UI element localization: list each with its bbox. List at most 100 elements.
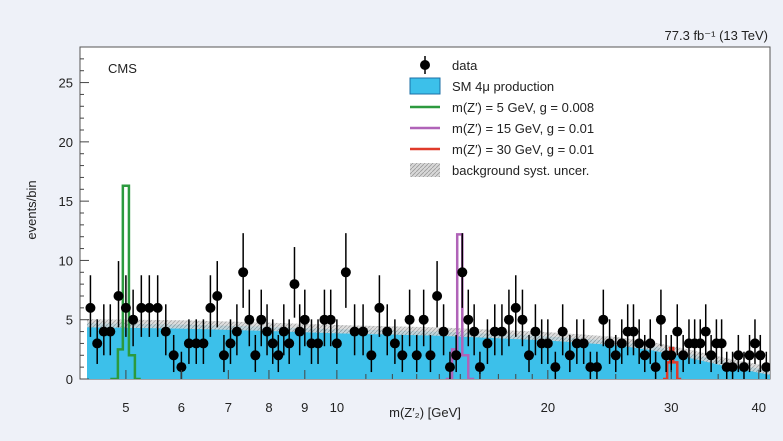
legend-label: data [452,58,478,73]
data-point [571,338,582,349]
y-tick-label: 10 [59,253,73,268]
data-point [474,362,485,373]
data-point [451,350,462,361]
data-point [496,326,507,337]
data-point [716,338,727,349]
data-point [273,350,284,361]
data-point [176,362,187,373]
data-point [267,338,278,349]
data-point [250,350,261,361]
data-point [695,338,706,349]
plot-layer [85,184,770,379]
data-point [382,326,393,337]
data-point [645,338,656,349]
data-point [205,302,216,313]
y-tick-label: 25 [59,76,73,91]
data-point [136,302,147,313]
legend-label: m(Z′) = 15 GeV, g = 0.01 [452,121,594,136]
data-point [432,291,443,301]
y-tick-label: 0 [66,372,73,387]
data-point [168,350,179,361]
legend-hatch-swatch [410,163,440,177]
data-point [92,338,103,349]
data-point [672,326,683,337]
data-point [444,362,455,373]
data-point [374,302,385,313]
data-point [231,326,242,337]
data-point [503,314,514,325]
data-point [598,314,609,325]
data-point [628,326,639,337]
data-point [634,338,645,349]
x-tick-label: 10 [330,400,344,415]
data-point [144,302,155,313]
x-tick-label: 6 [178,400,185,415]
data-point [262,326,273,337]
data-point [517,314,528,325]
data-point [727,362,738,373]
data-point [744,350,755,361]
data-point [438,326,449,337]
x-tick-label: 20 [541,400,555,415]
data-point [160,326,171,337]
data-point [113,291,124,301]
data-point [191,338,202,349]
data-point [425,350,436,361]
data-point [325,314,336,325]
data-point [749,338,760,349]
signal-line-0 [110,184,141,379]
data-point [733,350,744,361]
legend-label: m(Z′) = 5 GeV, g = 0.008 [452,100,594,115]
data-point [591,362,602,373]
x-tick-label: 9 [301,400,308,415]
y-tick-label: 20 [59,135,73,150]
data-point [761,362,770,373]
data-point [639,350,650,361]
data-point [557,326,568,337]
data-point [616,338,627,349]
data-point [299,314,310,325]
data-point [120,302,131,313]
x-axis-label: m(Z′₂) [GeV] [389,405,461,420]
y-tick-label: 5 [66,313,73,328]
axes-layer: 0 5 10 15 20 25 5 6 7 8 9 10 20 30 40 [59,58,766,415]
data-point [666,350,677,361]
data-point [349,326,360,337]
y-tick-label: 15 [59,194,73,209]
data-point [183,338,194,349]
y-axis-label: events/bin [24,180,39,239]
data-point [510,302,521,313]
data-point [397,350,408,361]
x-tick-label: 30 [664,400,678,415]
data-point [482,338,493,349]
legend-label: m(Z′) = 30 GeV, g = 0.01 [452,142,594,157]
legend-fill-swatch [409,77,441,95]
data-point [313,338,324,349]
legend-label: SM 4μ production [452,79,554,94]
data-point [389,338,400,349]
data-point [738,362,749,373]
data-point [564,350,575,361]
data-point [278,326,289,337]
lumi-label: 77.3 fb⁻¹ (13 TeV) [665,28,768,43]
legend-marker [420,60,430,70]
data-point [152,302,163,313]
data-point [700,326,711,337]
data-point [331,338,342,349]
data-point [457,267,468,278]
data-point [198,338,209,349]
data-point [542,338,553,349]
data-point [284,338,295,349]
data-point [256,314,267,325]
data-point [218,350,229,361]
data-point [366,350,377,361]
data-point [128,314,139,325]
data-point [530,326,541,337]
x-tick-label: 40 [752,400,766,415]
data-point [489,326,500,337]
experiment-label: CMS [108,61,137,76]
data-point [238,267,249,278]
legend: data SM 4μ production m(Z′) = 5 GeV, g = 0… [409,56,594,178]
x-tick-label: 8 [265,400,272,415]
